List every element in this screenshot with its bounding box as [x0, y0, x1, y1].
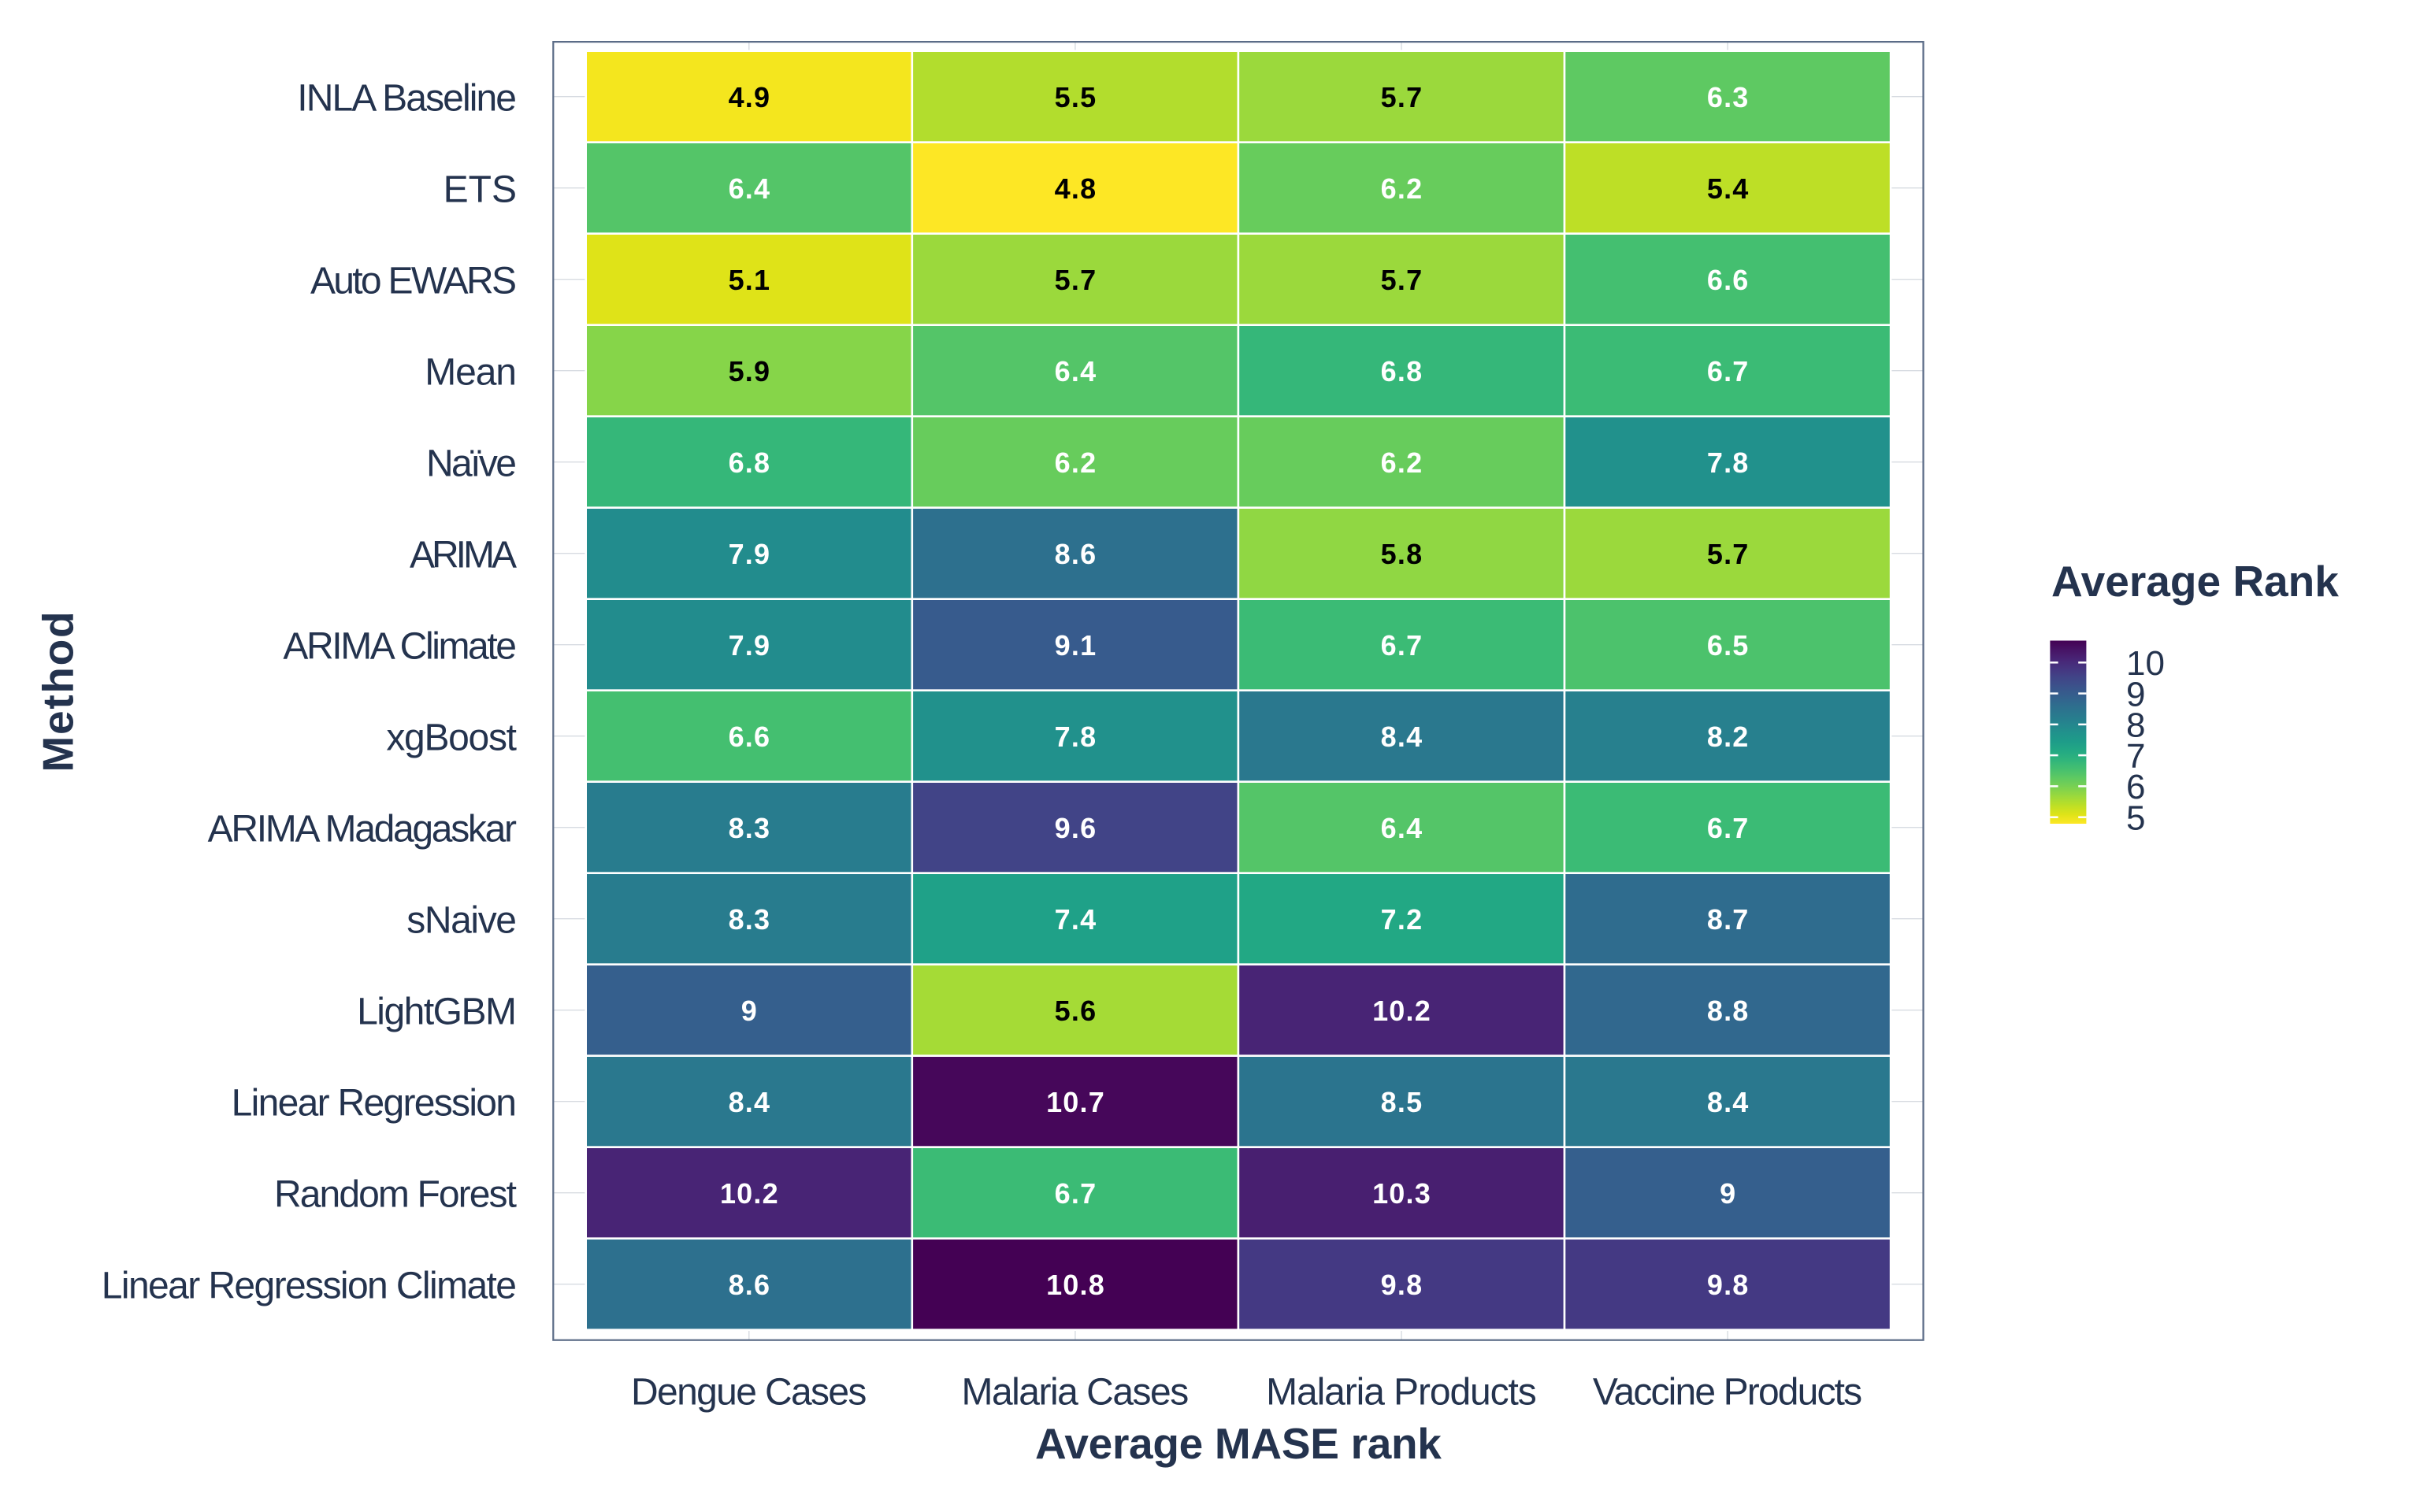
svg-text:4.9: 4.9	[729, 81, 771, 113]
svg-text:Average MASE rank: Average MASE rank	[1035, 1419, 1442, 1468]
svg-text:6: 6	[2126, 768, 2145, 806]
svg-text:Linear Regression: Linear Regression	[232, 1083, 516, 1125]
svg-text:5.7: 5.7	[1381, 264, 1423, 296]
svg-text:Method: Method	[34, 610, 83, 773]
svg-text:Mean: Mean	[425, 352, 516, 394]
svg-text:8.6: 8.6	[1055, 538, 1097, 570]
svg-text:5.9: 5.9	[729, 355, 771, 387]
svg-text:4.8: 4.8	[1055, 172, 1097, 205]
svg-text:9: 9	[741, 995, 758, 1027]
svg-text:Malaria Cases: Malaria Cases	[961, 1372, 1188, 1414]
svg-text:6.4: 6.4	[1055, 355, 1097, 387]
svg-text:5.1: 5.1	[729, 264, 771, 296]
svg-text:6.3: 6.3	[1707, 81, 1750, 113]
svg-text:9.8: 9.8	[1707, 1269, 1750, 1301]
svg-text:7.9: 7.9	[729, 629, 771, 662]
svg-text:7.8: 7.8	[1055, 721, 1097, 753]
svg-text:6.4: 6.4	[1381, 812, 1423, 844]
svg-text:6.6: 6.6	[1707, 264, 1750, 296]
svg-text:6.2: 6.2	[1381, 447, 1423, 479]
svg-text:10.3: 10.3	[1372, 1177, 1431, 1210]
svg-text:5.7: 5.7	[1055, 264, 1097, 296]
svg-text:5.7: 5.7	[1707, 538, 1750, 570]
svg-text:Average Rank: Average Rank	[2051, 557, 2339, 606]
svg-text:5.6: 5.6	[1055, 995, 1097, 1027]
svg-text:7.8: 7.8	[1707, 447, 1750, 479]
svg-text:8.3: 8.3	[729, 903, 771, 936]
svg-text:8.5: 8.5	[1381, 1086, 1423, 1118]
svg-text:9.1: 9.1	[1055, 629, 1097, 662]
svg-text:Naïve: Naïve	[426, 443, 515, 485]
svg-text:7.9: 7.9	[729, 538, 771, 570]
svg-text:Auto EWARS: Auto EWARS	[310, 261, 515, 302]
svg-text:xgBoost: xgBoost	[386, 717, 516, 759]
svg-text:8.4: 8.4	[1707, 1086, 1750, 1118]
svg-text:9.6: 9.6	[1055, 812, 1097, 844]
svg-text:8.2: 8.2	[1707, 721, 1750, 753]
svg-text:sNaive: sNaive	[406, 900, 515, 942]
svg-text:6.7: 6.7	[1707, 355, 1750, 387]
svg-text:6.5: 6.5	[1707, 629, 1750, 662]
svg-text:6.8: 6.8	[1381, 355, 1423, 387]
svg-text:8.6: 8.6	[729, 1269, 771, 1301]
svg-text:5.4: 5.4	[1707, 172, 1750, 205]
svg-text:6.7: 6.7	[1055, 1177, 1097, 1210]
svg-text:10: 10	[2126, 644, 2165, 683]
svg-text:8: 8	[2126, 706, 2145, 745]
svg-text:10.7: 10.7	[1046, 1086, 1105, 1118]
svg-text:9: 9	[2126, 675, 2145, 713]
svg-text:8.3: 8.3	[729, 812, 771, 844]
svg-text:10.8: 10.8	[1046, 1269, 1105, 1301]
svg-text:7.4: 7.4	[1055, 903, 1097, 936]
svg-text:8.4: 8.4	[729, 1086, 771, 1118]
svg-text:6.8: 6.8	[729, 447, 771, 479]
svg-text:ARIMA: ARIMA	[410, 535, 517, 576]
svg-text:10.2: 10.2	[720, 1177, 779, 1210]
svg-text:Random Forest: Random Forest	[274, 1174, 517, 1216]
svg-text:6.4: 6.4	[729, 172, 771, 205]
svg-text:9: 9	[1720, 1177, 1736, 1210]
svg-text:6.2: 6.2	[1055, 447, 1097, 479]
svg-text:8.4: 8.4	[1381, 721, 1423, 753]
svg-text:6.7: 6.7	[1707, 812, 1750, 844]
svg-text:7.2: 7.2	[1381, 903, 1423, 936]
svg-text:5: 5	[2126, 799, 2145, 837]
svg-text:6.7: 6.7	[1381, 629, 1423, 662]
svg-text:5.8: 5.8	[1381, 538, 1423, 570]
svg-text:9.8: 9.8	[1381, 1269, 1423, 1301]
svg-text:ARIMA Climate: ARIMA Climate	[283, 626, 515, 668]
svg-text:ARIMA Madagaskar: ARIMA Madagaskar	[208, 809, 517, 850]
svg-text:8.8: 8.8	[1707, 995, 1750, 1027]
svg-text:Dengue Cases: Dengue Cases	[631, 1372, 866, 1414]
svg-text:8.7: 8.7	[1707, 903, 1750, 936]
svg-text:10.2: 10.2	[1372, 995, 1431, 1027]
svg-text:7: 7	[2126, 737, 2145, 776]
svg-text:ETS: ETS	[444, 169, 517, 211]
svg-text:Vaccine Products: Vaccine Products	[1593, 1372, 1861, 1414]
svg-text:5.5: 5.5	[1055, 81, 1097, 113]
svg-text:6.6: 6.6	[729, 721, 771, 753]
svg-text:Malaria Products: Malaria Products	[1266, 1372, 1536, 1414]
svg-text:INLA Baseline: INLA Baseline	[297, 78, 515, 120]
svg-text:Linear Regression Climate: Linear Regression Climate	[102, 1266, 516, 1307]
svg-text:5.7: 5.7	[1381, 81, 1423, 113]
svg-text:6.2: 6.2	[1381, 172, 1423, 205]
svg-text:LightGBM: LightGBM	[357, 991, 515, 1033]
